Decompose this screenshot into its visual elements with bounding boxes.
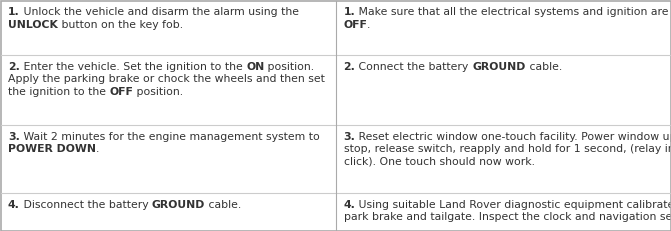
Text: position.: position. — [264, 62, 315, 72]
Text: 4.: 4. — [8, 200, 20, 210]
Text: park brake and tailgate. Inspect the clock and navigation settings.: park brake and tailgate. Inspect the clo… — [344, 213, 671, 222]
Text: POWER DOWN: POWER DOWN — [8, 145, 96, 155]
Text: .: . — [368, 19, 371, 30]
Text: Connect the battery: Connect the battery — [356, 62, 472, 72]
Text: Make sure that all the electrical systems and ignition are switched: Make sure that all the electrical system… — [355, 7, 671, 17]
Text: Apply the parking brake or chock the wheels and then set: Apply the parking brake or chock the whe… — [8, 75, 325, 85]
Text: the ignition to the: the ignition to the — [8, 87, 109, 97]
Text: ON: ON — [246, 62, 264, 72]
Text: Reset electric window one-touch facility. Power window up to hard: Reset electric window one-touch facility… — [356, 132, 671, 142]
Text: Disconnect the battery: Disconnect the battery — [20, 200, 152, 210]
Text: .: . — [96, 145, 99, 155]
Text: position.: position. — [134, 87, 183, 97]
Text: Enter the vehicle. Set the ignition to the: Enter the vehicle. Set the ignition to t… — [20, 62, 246, 72]
Text: GROUND: GROUND — [472, 62, 525, 72]
Text: OFF: OFF — [344, 19, 368, 30]
Text: 1.: 1. — [8, 7, 19, 17]
Text: cable.: cable. — [525, 62, 562, 72]
Text: cable.: cable. — [205, 200, 242, 210]
Text: Unlock the vehicle and disarm the alarm using the: Unlock the vehicle and disarm the alarm … — [19, 7, 299, 17]
Text: 2.: 2. — [8, 62, 20, 72]
Text: OFF: OFF — [109, 87, 134, 97]
Text: GROUND: GROUND — [152, 200, 205, 210]
Text: 4.: 4. — [344, 200, 356, 210]
Text: 1.: 1. — [344, 7, 355, 17]
Text: stop, release switch, reapply and hold for 1 second, (relay in door will: stop, release switch, reapply and hold f… — [344, 145, 671, 155]
Text: Wait 2 minutes for the engine management system to: Wait 2 minutes for the engine management… — [20, 132, 319, 142]
Text: 2.: 2. — [344, 62, 356, 72]
Text: UNLOCK: UNLOCK — [8, 19, 58, 30]
Text: 3.: 3. — [344, 132, 356, 142]
Text: 3.: 3. — [8, 132, 20, 142]
Text: button on the key fob.: button on the key fob. — [58, 19, 183, 30]
Text: click). One touch should now work.: click). One touch should now work. — [344, 157, 535, 167]
Text: Using suitable Land Rover diagnostic equipment calibrate the electric: Using suitable Land Rover diagnostic equ… — [356, 200, 671, 210]
